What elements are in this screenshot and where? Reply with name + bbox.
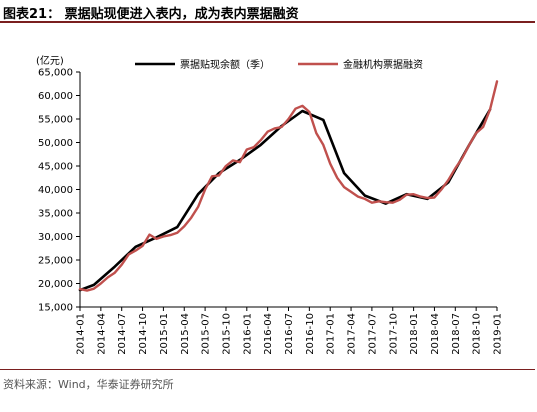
title-divider	[0, 21, 535, 23]
x-tick-label: 2014-01	[76, 313, 87, 355]
y-tick-label: 20,000	[38, 279, 73, 290]
x-tick-label: 2018-04	[430, 313, 441, 355]
source-note: 资料来源：Wind，华泰证券研究所	[3, 378, 174, 391]
chart-series	[78, 80, 499, 292]
x-tick-label: 2015-07	[201, 313, 212, 355]
y-tick-label: 50,000	[38, 138, 73, 149]
x-tick-label: 2018-10	[472, 313, 483, 355]
y-tick-label: 55,000	[38, 115, 73, 126]
y-tick-label: 65,000	[38, 68, 73, 79]
y-tick-label: 40,000	[38, 185, 73, 196]
y-tick-label: 15,000	[38, 303, 73, 314]
series-line-bill-discount	[78, 108, 492, 292]
legend-label: 票据贴现余额（季）	[180, 58, 270, 71]
x-tick-label: 2017-04	[347, 313, 358, 355]
chart-title: 图表21： 票据贴现便进入表内，成为表内票据融资	[3, 7, 299, 22]
x-tick-label: 2016-10	[305, 313, 316, 355]
x-tick-label: 2015-10	[221, 313, 232, 355]
x-tick-label: 2016-01	[242, 313, 253, 355]
x-tick-label: 2018-07	[451, 313, 462, 355]
x-tick-label: 2017-01	[326, 313, 337, 355]
series-line-bill-financing	[78, 80, 499, 292]
chart-axes: (亿元) 15,000 20,000 25,000 30,000 35,000 40,000…	[36, 54, 504, 355]
x-tick-label: 2017-07	[367, 313, 378, 355]
x-tick-label: 2015-01	[159, 313, 170, 355]
footer-divider	[0, 369, 535, 370]
y-tick-label: 45,000	[38, 162, 73, 173]
legend-label: 金融机构票据融资	[343, 58, 423, 71]
x-tick-label: 2017-10	[388, 313, 399, 355]
y-tick-label: 25,000	[38, 256, 73, 267]
chart-legend: 票据贴现余额（季） 金融机构票据融资	[135, 58, 423, 71]
y-tick-label: 60,000	[38, 91, 73, 102]
x-tick-label: 2016-04	[263, 313, 274, 355]
x-tick-label: 2014-04	[96, 313, 107, 355]
y-axis-unit-label: (亿元)	[36, 54, 64, 67]
line-chart: (亿元) 15,000 20,000 25,000 30,000 35,000 40,000…	[36, 54, 504, 355]
x-tick-label: 2018-01	[409, 313, 420, 355]
y-tick-label: 35,000	[38, 209, 73, 220]
x-tick-label: 2016-07	[284, 313, 295, 355]
y-tick-label: 30,000	[38, 232, 73, 243]
x-tick-label: 2014-10	[138, 313, 149, 355]
x-tick-label: 2019-01	[493, 313, 504, 355]
x-tick-label: 2015-04	[180, 313, 191, 355]
x-tick-label: 2014-07	[117, 313, 128, 355]
